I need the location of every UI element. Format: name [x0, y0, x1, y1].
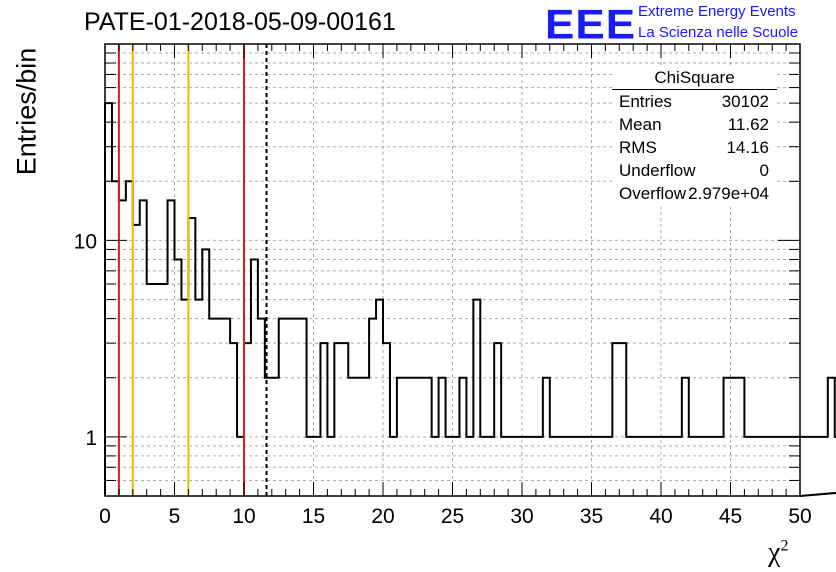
y-tick-label: 10	[74, 230, 97, 253]
stats-row-entries: Entries 30102	[619, 92, 769, 111]
stats-title: ChiSquare	[612, 68, 777, 90]
logo-tagline-2: La Scienza nelle Scuole	[638, 24, 799, 41]
stats-row-rms: RMS 14.16	[619, 138, 769, 157]
x-tick-label: 15	[302, 505, 325, 528]
logo-tagline-1: Extreme Energy Events	[638, 3, 796, 20]
y-axis-label: Entries/bin	[11, 47, 42, 176]
x-tick-label: 45	[719, 505, 742, 528]
x-tick-label: 5	[169, 505, 181, 528]
stats-box: ChiSquare Entries 30102 Mean 11.62 RMS 14.1…	[612, 68, 777, 207]
x-axis-label: χ2	[768, 537, 789, 568]
y-tick-label: 1	[85, 427, 97, 450]
histogram-series	[104, 102, 836, 497]
x-tick-label: 10	[232, 505, 255, 528]
chart-title: PATE-01-2018-05-09-00161	[84, 8, 396, 36]
x-tick-label: 20	[371, 505, 394, 528]
x-tick-label: 25	[441, 505, 464, 528]
x-tick-label: 35	[580, 505, 603, 528]
stats-row-overflow: Overflow 2.979e+04	[619, 184, 769, 203]
stats-row-underflow: Underflow 0	[619, 161, 769, 180]
stats-row-mean: Mean 11.62	[619, 115, 769, 134]
x-tick-label: 40	[649, 505, 672, 528]
eee-logo: EEE	[545, 1, 637, 48]
x-tick-label: 0	[99, 505, 111, 528]
x-tick-label: 30	[510, 505, 533, 528]
x-tick-label: 50	[788, 505, 811, 528]
